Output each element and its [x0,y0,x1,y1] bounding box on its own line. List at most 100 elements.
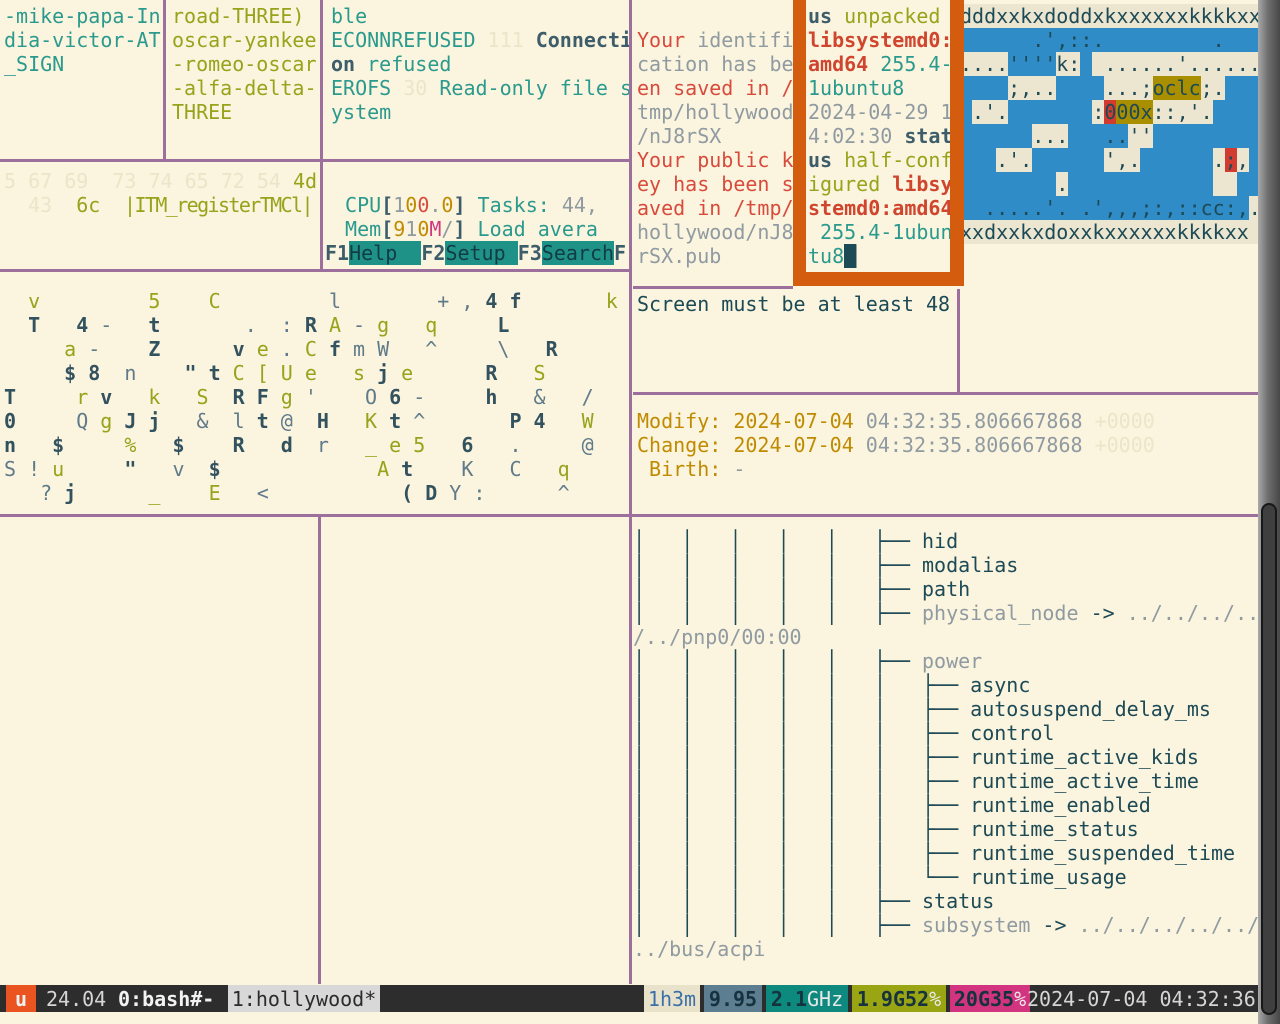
map-cell [972,148,984,172]
text-segment: │ │ │ │ │ ├── status [633,889,995,913]
text-segment: stat [892,124,953,148]
map-cell: . [1056,196,1069,220]
terminal-text-line-htop: Mem[910M/] Load avera [333,217,598,241]
terminal-text-line-sysfs-tree: │ │ │ │ │ │ ├── autosuspend_delay_ms [633,697,1211,721]
map-cell [1008,124,1020,148]
map-cell [1189,148,1201,172]
map-cell: ' [1176,52,1189,76]
status-os-version: 24.04 [46,985,106,1012]
text-segment: 4d [292,169,318,193]
rain-char: C [232,361,245,385]
map-cell [1140,148,1152,172]
map-cell [1224,172,1237,196]
rain-char: R [485,361,498,385]
scrollbar-thumb[interactable] [1261,503,1277,1015]
map-cell: . [1032,196,1045,220]
text-segment: Mem [333,217,382,241]
text-segment: -> [1030,913,1079,937]
map-cell [996,124,1008,148]
text-segment: THREE [172,100,233,124]
status-window-0-bash[interactable]: 0:bash#- [118,985,214,1012]
rain-char: ^ [425,337,438,361]
map-cell [1080,76,1092,100]
pane-empty-bottom-mid[interactable] [321,517,629,983]
map-cell: . [1128,52,1141,76]
map-cell: x [1152,220,1165,244]
terminal-text-line-sysfs-tree: │ │ │ │ │ ├── physical_node -> ../../../… [633,601,1259,625]
map-cell [1092,76,1104,100]
map-cell: ' [1044,28,1057,52]
map-cell [1080,100,1092,124]
map-cell: : [1092,100,1105,124]
scrollbar-track[interactable] [1258,0,1280,1024]
pane-border-line [633,392,1258,395]
terminal-text-line-phonetic-words-left: _SIGN [4,52,64,76]
pane-border-line [0,159,631,162]
text-segment: │ │ │ │ │ ├── hid [633,529,959,553]
rain-char: L [497,313,510,337]
text-segment: 44, [561,193,598,217]
map-cell [1201,28,1213,52]
map-cell: x [1236,220,1249,244]
map-cell: . [1164,52,1177,76]
map-cell: . [1104,52,1117,76]
map-cell [972,172,984,196]
map-cell: . [1212,76,1225,100]
terminal-text-line-sysfs-tree: │ │ │ │ │ │ ├── async [633,673,1030,697]
text-segment: Tasks: [465,193,562,217]
text-segment: tu8 [808,244,845,268]
rain-char: ' [304,385,317,409]
rain-char: T [28,313,41,337]
map-cell: . [1056,124,1069,148]
text-segment: │ │ │ │ │ │ ├── autosuspend_delay_ms [633,697,1211,721]
map-cell [996,28,1008,52]
map-cell: d [984,220,997,244]
text-segment [524,28,536,52]
terminal-text-line-dpkg-status: libsystemd0: [808,28,953,52]
terminal-text-line-dpkg-status: stemd0:amd64 [808,196,953,220]
text-segment: F1 [325,241,350,265]
pane-border-line [320,0,323,270]
map-cell: . [1008,196,1021,220]
text-segment: on [331,52,356,76]
rain-char: C [304,337,317,361]
map-cell: d [1044,220,1057,244]
text-segment: 4:02:30 [808,124,893,148]
map-cell [1189,28,1201,52]
pane-empty-bottom-left[interactable] [0,517,318,983]
map-cell: ' [1044,52,1057,76]
map-cell: d [972,4,985,28]
rain-char: P [509,409,522,433]
rain-char: W [581,409,594,433]
text-segment: █ [844,244,857,268]
terminal-text-line-file-stat: Birth: - [637,457,745,481]
text-segment: -mike-papa-In [4,4,161,28]
text-segment: . [429,193,442,217]
text-segment: -alfa-delta- [172,76,317,100]
map-cell [1177,28,1189,52]
map-cell [1020,28,1032,52]
rain-char: Y [449,481,462,505]
map-cell: 0 [1128,100,1141,124]
terminal-text-line-sysfs-tree: │ │ │ │ │ ├── path [633,577,970,601]
map-cell: . [972,52,985,76]
map-row: ....''''k: ......'...... [960,52,1261,76]
text-segment: tmp/hollywood [637,100,794,124]
map-cell [1068,196,1080,220]
map-cell [1213,124,1225,148]
map-cell: . [1248,196,1261,220]
text-segment: ] [453,193,466,217]
map-cell [1165,124,1177,148]
rain-char: @ [581,433,594,457]
text-segment: oscar-yankee [172,28,317,52]
rain-char: F [256,385,269,409]
text-segment: / [441,217,454,241]
text-segment: aved in /tmp/ [637,196,794,220]
status-window-1-hollywood[interactable]: 1:hollywood* [228,985,380,1012]
text-segment [100,193,124,217]
rain-char: q [557,457,570,481]
pane-border-line [0,514,1258,517]
text-segment: +0000 [1082,409,1155,433]
terminal-text-line-phonetic-words-right: THREE [172,100,232,124]
